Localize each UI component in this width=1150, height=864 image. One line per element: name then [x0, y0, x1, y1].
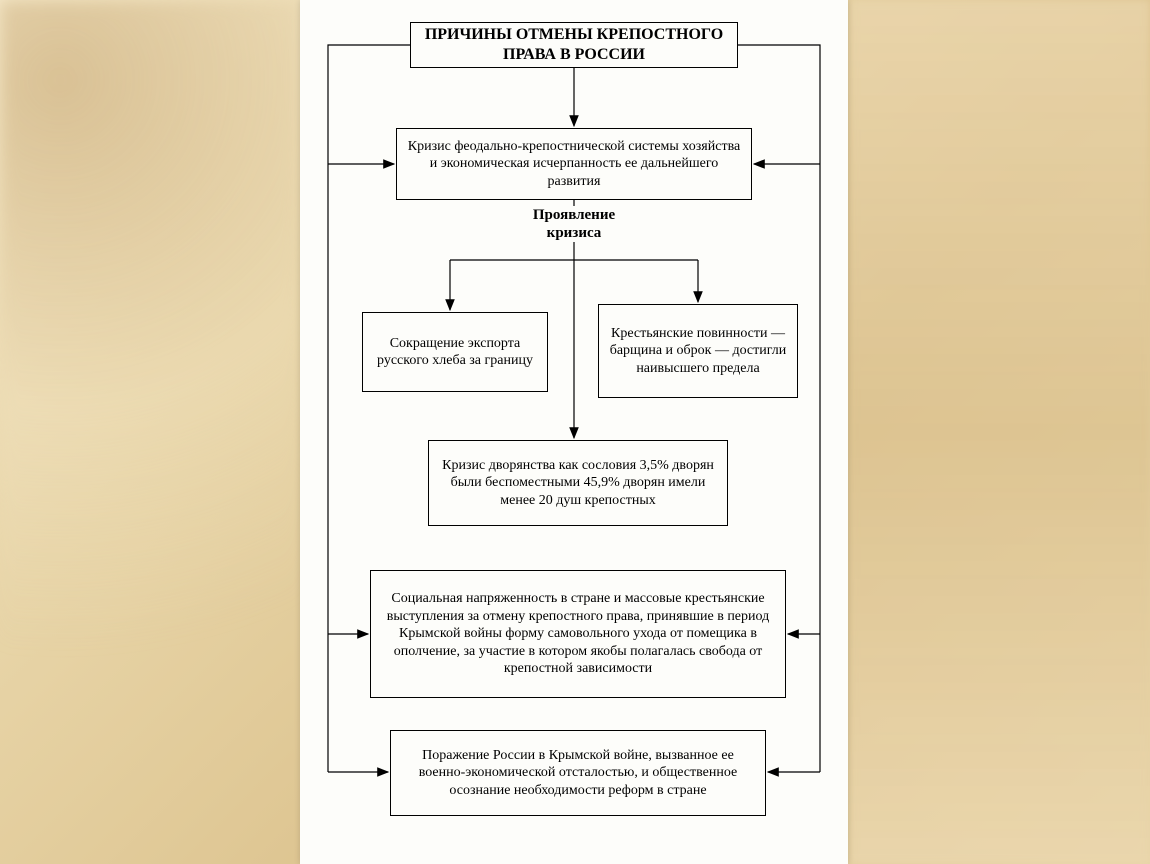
bg-vignette-right: [850, 0, 1150, 864]
social-box: Социальная напряженность в стране и масс…: [370, 570, 786, 698]
title-box: ПРИЧИНЫ ОТМЕНЫ КРЕПОСТНОГО ПРАВА В РОССИ…: [410, 22, 738, 68]
defeat-box: Поражение России в Крымской войне, вызва…: [390, 730, 766, 816]
crisis-manifest-label: Проявление кризиса: [514, 206, 634, 242]
crisis-label-text: Проявление кризиса: [533, 207, 615, 241]
peasant-duties-text: Крестьянские повинности — барщина и обро…: [609, 325, 787, 378]
nobility-box: Кризис дворянства как сословия 3,5% двор…: [428, 440, 728, 526]
peasant-duties-box: Крестьянские повинности — барщина и обро…: [598, 304, 798, 398]
export-box: Сокращение экспорта русского хлеба за гр…: [362, 312, 548, 392]
social-text: Социальная напряженность в стране и масс…: [381, 590, 775, 678]
defeat-text: Поражение России в Крымской войне, вызва…: [401, 747, 755, 800]
paper-sheet: ПРИЧИНЫ ОТМЕНЫ КРЕПОСТНОГО ПРАВА В РОССИ…: [300, 0, 848, 864]
nobility-text: Кризис дворянства как сословия 3,5% двор…: [439, 457, 717, 510]
flowchart: ПРИЧИНЫ ОТМЕНЫ КРЕПОСТНОГО ПРАВА В РОССИ…: [300, 0, 848, 864]
export-text: Сокращение экспорта русского хлеба за гр…: [373, 335, 537, 370]
crisis-text: Кризис феодально-крепостнической системы…: [407, 138, 741, 191]
crisis-box: Кризис феодально-крепостнической системы…: [396, 128, 752, 200]
title-text: ПРИЧИНЫ ОТМЕНЫ КРЕПОСТНОГО ПРАВА В РОССИ…: [421, 25, 727, 65]
bg-vignette-left: [0, 0, 300, 864]
